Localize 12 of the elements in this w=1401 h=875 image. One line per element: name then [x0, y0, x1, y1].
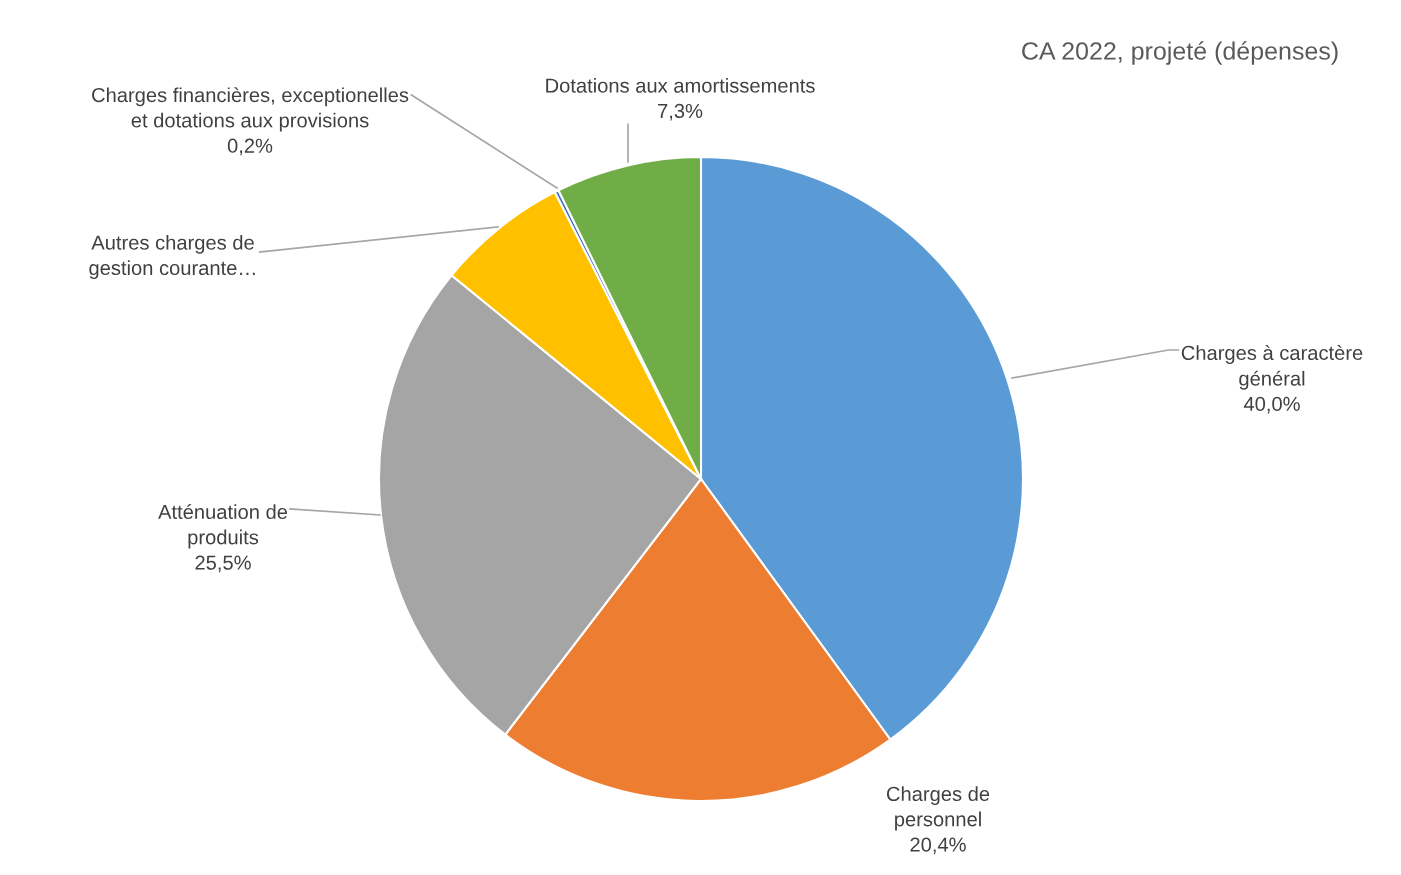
chart-title: CA 2022, projeté (dépenses): [1022, 41, 1338, 65]
slice-label: Charges de personnel: [886, 786, 990, 831]
data-label: 20,4%: [910, 837, 966, 855]
data-label: 0,2%: [227, 138, 273, 156]
data-label: 7,3%: [658, 103, 703, 121]
data-label: 25,5%: [195, 555, 251, 573]
data-label: 40,0%: [1243, 396, 1300, 414]
slice-label: Charges à caractère général: [1181, 344, 1363, 390]
slice-label: Autres charges de gestion courante…: [89, 234, 255, 280]
slice-label: Atténuation de produits: [158, 504, 288, 549]
slice-label: Charges financières, exceptionelles et dotations aux provisions: [92, 87, 409, 132]
slice-label: Dotations aux amortissements: [546, 77, 815, 93]
